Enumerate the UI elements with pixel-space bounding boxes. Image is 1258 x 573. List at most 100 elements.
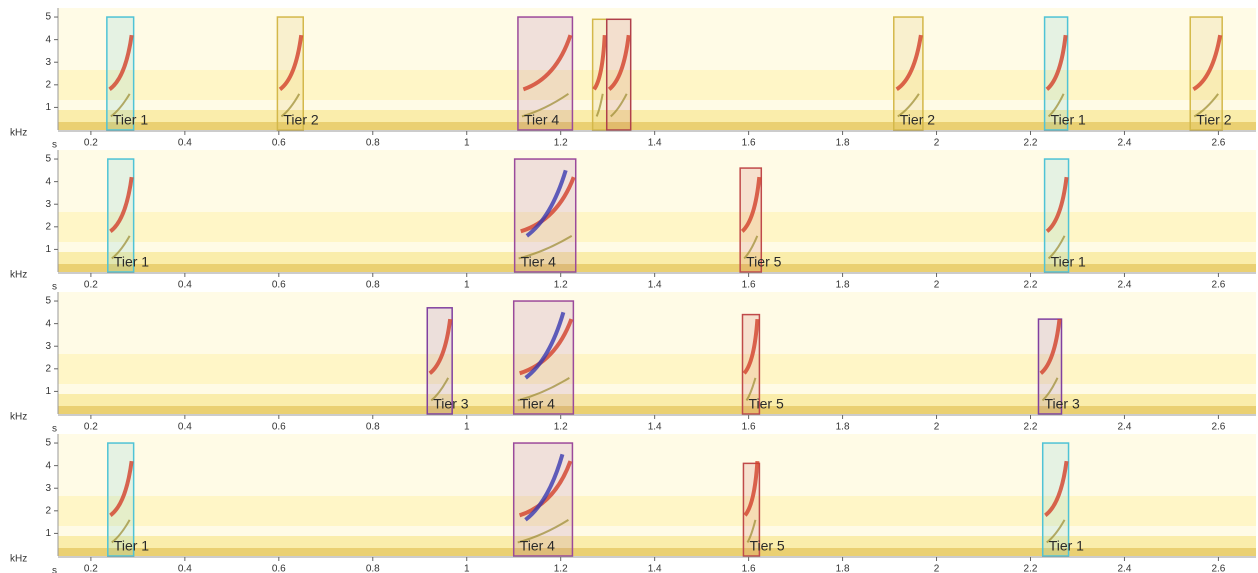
plot-background — [58, 8, 1256, 130]
box-label: Tier 3 — [1044, 396, 1079, 412]
call-trace — [592, 35, 607, 91]
call-trace — [428, 318, 453, 375]
call-trace — [1047, 235, 1066, 260]
x-tick-label: 2.2 — [1024, 280, 1038, 291]
y-tick-label: 3 — [45, 341, 51, 352]
x-tick-label: 1.4 — [648, 564, 662, 573]
x-tick-label: 2.6 — [1211, 280, 1225, 291]
x-tick-label: 1 — [464, 564, 470, 573]
call-trace — [895, 34, 923, 92]
noise-band — [58, 406, 1256, 414]
call-trace — [111, 519, 131, 544]
call-trace — [280, 93, 301, 118]
x-tick-label: 2.6 — [1211, 138, 1225, 149]
y-axis-label: kHz — [10, 554, 27, 565]
x-tick-label: 2 — [934, 422, 940, 433]
x-tick-label: 1.8 — [836, 564, 850, 573]
x-tick-label: 0.8 — [366, 138, 380, 149]
call-trace — [743, 235, 759, 260]
call-trace — [518, 234, 573, 260]
x-tick-label: 1.4 — [648, 280, 662, 291]
x-tick-label: 2.2 — [1024, 138, 1038, 149]
x-tick-label: 2.2 — [1024, 422, 1038, 433]
y-tick-label: 5 — [45, 12, 51, 23]
y-tick-label: 1 — [45, 386, 51, 397]
plot-background — [58, 434, 1256, 556]
x-tick-label: 0.4 — [178, 422, 192, 433]
plot-background — [58, 150, 1256, 272]
background-band — [58, 496, 1256, 526]
x-tick-label: 0.2 — [84, 280, 98, 291]
box-label: Tier 4 — [520, 538, 555, 554]
x-tick-label: 1.6 — [742, 280, 756, 291]
x-tick-label: 1 — [464, 422, 470, 433]
box-label: Tier 1 — [114, 254, 149, 270]
x-axis-label: s — [52, 140, 57, 151]
box-label: Tier 4 — [521, 254, 556, 270]
y-tick-label: 2 — [45, 221, 51, 232]
x-tick-label: 0.6 — [272, 138, 286, 149]
annotation-box: Tier 3 — [426, 307, 469, 415]
x-tick-label: 1.6 — [742, 422, 756, 433]
x-tick-label: 1.2 — [554, 138, 568, 149]
annotation-box: Tier 5 — [741, 313, 784, 415]
annotation-box: Tier 4 — [513, 158, 577, 273]
box-label: Tier 2 — [1196, 112, 1231, 128]
box-label: Tier 1 — [114, 538, 149, 554]
x-tick-label: 0.2 — [84, 138, 98, 149]
annotation-box: Tier 5 — [742, 460, 785, 557]
x-tick-label: 0.8 — [366, 564, 380, 573]
annotation-box: Tier 2 — [276, 16, 319, 131]
x-tick-label: 1.2 — [554, 564, 568, 573]
call-trace — [742, 318, 760, 375]
call-trace — [522, 34, 573, 92]
y-axis-label: kHz — [10, 128, 27, 139]
y-tick-label: 4 — [45, 176, 51, 187]
call-trace — [1041, 377, 1059, 402]
annotation-box: Tier 1 — [1043, 16, 1086, 131]
box — [517, 16, 574, 131]
call-trace — [521, 93, 569, 118]
y-tick-label: 3 — [45, 483, 51, 494]
box-label: Tier 1 — [113, 112, 148, 128]
noise-band — [58, 548, 1256, 556]
x-tick-label: 2 — [934, 564, 940, 573]
x-tick-label: 0.6 — [272, 422, 286, 433]
y-tick-label: 4 — [45, 460, 51, 471]
annotation-box: Tier 1 — [106, 16, 148, 131]
x-tick-label: 1.6 — [742, 138, 756, 149]
x-tick-label: 0.4 — [178, 564, 192, 573]
call-trace — [745, 377, 757, 401]
call-trace — [111, 235, 131, 260]
y-tick-label: 2 — [45, 363, 51, 374]
x-tick-label: 2.4 — [1118, 138, 1132, 149]
x-tick-label: 1 — [464, 280, 470, 291]
x-tick-label: 2.6 — [1211, 422, 1225, 433]
y-tick-label: 3 — [45, 199, 51, 210]
x-tick-label: 0.4 — [178, 280, 192, 291]
y-tick-label: 5 — [45, 296, 51, 307]
call-trace — [518, 460, 573, 518]
call-trace — [1039, 318, 1062, 375]
x-tick-label: 2.4 — [1118, 280, 1132, 291]
y-tick-label: 2 — [45, 79, 51, 90]
background-band — [58, 354, 1256, 384]
box-label: Tier 5 — [749, 538, 784, 554]
call-trace — [610, 93, 628, 118]
box-label: Tier 2 — [900, 112, 935, 128]
x-tick-label: 2 — [934, 138, 940, 149]
annotation-box: Tier 1 — [107, 442, 149, 557]
y-tick-label: 5 — [45, 154, 51, 165]
y-tick-label: 4 — [45, 318, 51, 329]
x-tick-label: 0.2 — [84, 564, 98, 573]
x-tick-label: 1.8 — [836, 280, 850, 291]
x-axis-label: s — [52, 566, 57, 573]
call-trace — [746, 519, 757, 543]
y-tick-label: 4 — [45, 34, 51, 45]
call-trace — [109, 460, 134, 517]
y-tick-label: 1 — [45, 528, 51, 539]
call-trace — [607, 34, 631, 91]
x-axis-label: s — [52, 282, 57, 293]
call-trace — [1047, 93, 1065, 118]
